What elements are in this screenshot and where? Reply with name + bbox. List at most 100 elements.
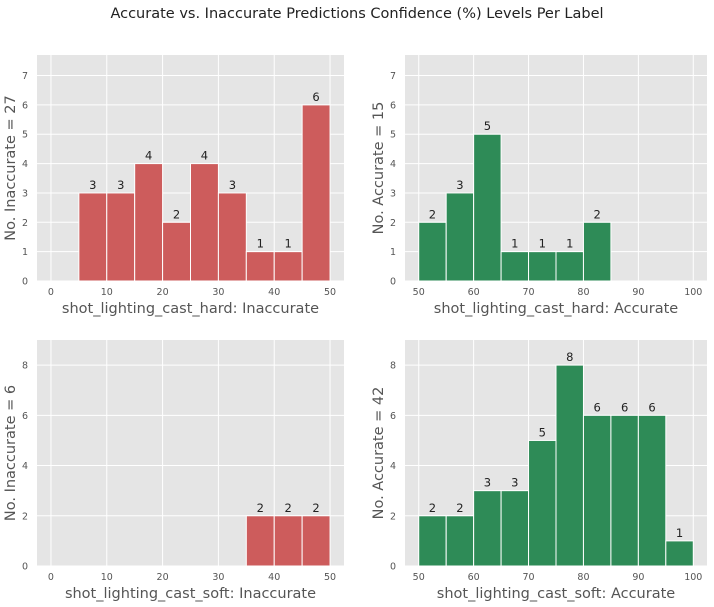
- histogram-bar: [473, 133, 502, 282]
- x-tick-label: 50: [324, 287, 336, 298]
- bar-value-label: 2: [456, 501, 463, 515]
- bar-value-label: 1: [676, 526, 683, 540]
- bar-value-label: 4: [145, 149, 152, 163]
- histogram-bar: [245, 251, 275, 282]
- y-tick-label: 0: [390, 277, 396, 288]
- histogram-bar: [162, 221, 192, 282]
- x-tick-label: 100: [684, 287, 702, 298]
- bar-value-label: 2: [429, 207, 436, 221]
- x-tick-label: 60: [468, 572, 480, 583]
- x-tick-label: 50: [413, 572, 425, 583]
- y-tick-label: 2: [22, 218, 28, 229]
- x-tick-label: 40: [268, 572, 280, 583]
- histogram-bar: [500, 490, 530, 567]
- y-tick-label: 5: [390, 130, 396, 141]
- x-tick-label: 60: [468, 287, 480, 298]
- histogram-bar: [555, 364, 584, 567]
- panel-cast-soft-accurate: 0 2 4 6 8 50 60 70 80 90 100 2 2 3 3 5 8 6 6 6 1 shot_lightin…: [371, 340, 707, 602]
- bar-value-label: 6: [621, 400, 628, 414]
- x-tick-label: 20: [157, 287, 169, 298]
- x-axis-label: shot_lighting_cast_soft: Accurate: [437, 586, 675, 602]
- x-axis-label: shot_lighting_cast_hard: Accurate: [434, 301, 679, 317]
- histogram-bar: [106, 192, 136, 282]
- y-axis-label: No. Accurate = 15: [371, 102, 387, 235]
- histogram-bar: [582, 221, 612, 282]
- x-tick-label: 50: [413, 287, 425, 298]
- bar-value-label: 1: [539, 237, 546, 251]
- x-tick-label: 30: [212, 287, 224, 298]
- y-tick-label: 0: [390, 562, 396, 573]
- bar-value-label: 2: [594, 207, 601, 221]
- bar-value-label: 6: [648, 400, 655, 414]
- bar-value-label: 6: [594, 400, 601, 414]
- y-tick-label: 2: [390, 218, 396, 229]
- histogram-bar: [273, 251, 303, 282]
- x-tick-label: 10: [101, 287, 113, 298]
- y-tick-label: 6: [390, 100, 396, 111]
- panel-cast-soft-inaccurate: 0 2 4 6 8 0 10 20 30 40 50 2 2 2 shot_lighting_cast_so…: [3, 340, 344, 602]
- y-tick-label: 3: [390, 188, 396, 199]
- y-tick-label: 0: [22, 562, 28, 573]
- histogram-bar: [445, 515, 475, 567]
- histogram-bar: [637, 414, 667, 567]
- bar-value-label: 2: [285, 501, 292, 515]
- histogram-bar: [418, 221, 447, 282]
- y-tick-label: 4: [390, 461, 396, 472]
- x-tick-label: 0: [48, 287, 54, 298]
- y-tick-label: 6: [390, 411, 396, 422]
- histogram-bar: [273, 515, 303, 567]
- histogram-bar: [245, 515, 275, 567]
- y-tick-label: 4: [390, 159, 396, 170]
- histogram-bar: [582, 414, 612, 567]
- bar-value-label: 3: [229, 178, 236, 192]
- bar-value-label: 6: [312, 90, 319, 104]
- histogram-bar: [555, 251, 584, 282]
- x-tick-label: 40: [268, 287, 280, 298]
- bar-value-label: 3: [117, 178, 124, 192]
- y-tick-label: 2: [22, 511, 28, 522]
- histogram-bar: [610, 414, 639, 567]
- bar-value-label: 2: [257, 501, 264, 515]
- y-tick-label: 7: [390, 71, 396, 82]
- x-tick-label: 80: [577, 572, 589, 583]
- y-tick-label: 8: [22, 361, 28, 372]
- bar-value-label: 8: [566, 350, 573, 364]
- bar-value-label: 1: [511, 237, 518, 251]
- y-tick-label: 0: [22, 277, 28, 288]
- x-tick-label: 30: [212, 572, 224, 583]
- x-tick-label: 70: [522, 572, 534, 583]
- y-tick-label: 3: [22, 188, 28, 199]
- bar-value-label: 1: [257, 237, 264, 251]
- y-tick-label: 4: [22, 159, 28, 170]
- y-tick-label: 7: [22, 71, 28, 82]
- y-tick-label: 1: [22, 247, 28, 258]
- panel-cast-hard-inaccurate: 0 1 2 3 4 5 6 7 0 10 20 30 40 50 3 3 4 2 4 3 1 1 6 shot_lightin…: [3, 55, 344, 317]
- histogram-bar: [665, 540, 694, 567]
- x-tick-label: 70: [522, 287, 534, 298]
- histogram-bar: [301, 515, 331, 567]
- x-tick-label: 20: [157, 572, 169, 583]
- bar-value-label: 5: [539, 425, 546, 439]
- x-tick-label: 90: [632, 287, 644, 298]
- histogram-bar: [134, 163, 164, 282]
- x-tick-label: 90: [632, 572, 644, 583]
- histogram-bar: [217, 192, 247, 282]
- x-tick-label: 100: [684, 572, 702, 583]
- y-axis-label: No. Accurate = 42: [371, 387, 387, 520]
- bar-value-label: 3: [511, 476, 518, 490]
- y-tick-label: 6: [22, 100, 28, 111]
- histogram-bar: [473, 490, 502, 567]
- bar-value-label: 1: [566, 237, 573, 251]
- y-tick-label: 8: [390, 361, 396, 372]
- histogram-bar: [190, 163, 219, 282]
- bar-value-label: 4: [201, 149, 208, 163]
- x-axis-label: shot_lighting_cast_hard: Inaccurate: [62, 301, 319, 317]
- x-axis-label: shot_lighting_cast_soft: Inaccurate: [65, 586, 316, 602]
- histogram-bar: [445, 192, 475, 282]
- y-tick-label: 6: [22, 411, 28, 422]
- x-tick-label: 80: [577, 287, 589, 298]
- histogram-bar: [500, 251, 530, 282]
- bar-value-label: 3: [456, 178, 463, 192]
- bar-value-label: 3: [89, 178, 96, 192]
